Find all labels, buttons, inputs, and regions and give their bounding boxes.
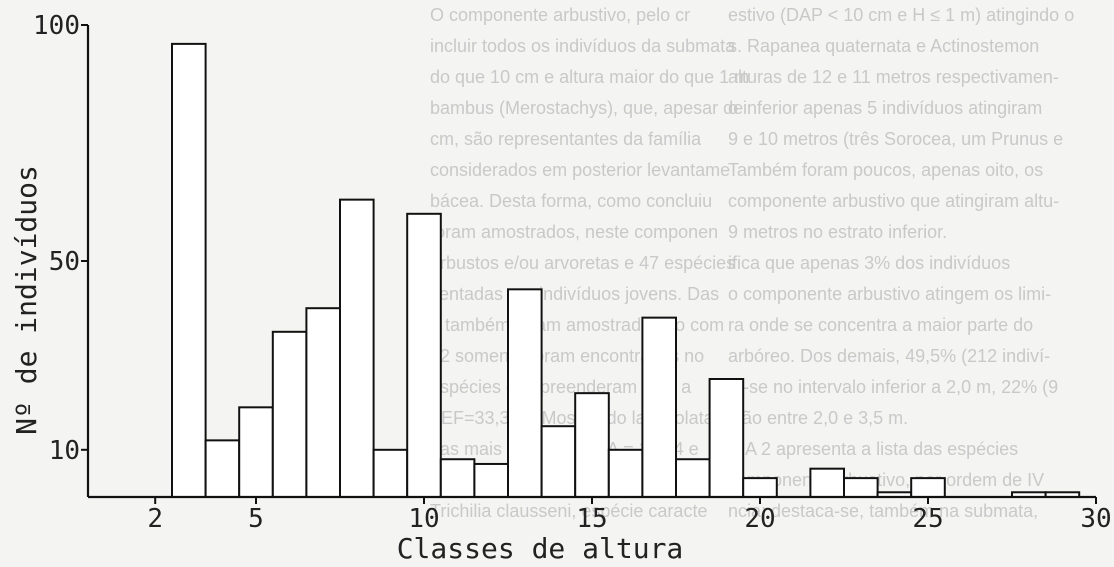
histogram-bar [742, 477, 778, 498]
bleed-line: arbóreo. Dos demais, 49,5% (212 indiví- [728, 346, 1051, 366]
x-tick-label: 15 [576, 504, 607, 534]
histogram-bar [809, 467, 846, 498]
histogram-bar [271, 330, 308, 498]
bleed-line: o componente arbustivo atingem os limi- [728, 284, 1052, 304]
bleed-line: Trichilia clausseni, espécie caracte [430, 501, 708, 521]
bleed-line: m-se no intervalo inferior a 2,0 m, 22% … [728, 377, 1059, 397]
histogram-bar [171, 42, 207, 498]
bleed-line: 9 metros no estrato inferior. [728, 222, 948, 242]
bleed-line: ifica que apenas 3% dos indivíduos [728, 253, 1011, 273]
y-tick-label: 100 [33, 11, 80, 41]
histogram-bar [641, 316, 678, 499]
bleed-line: alturas de 12 e 11 metros respectivamen- [728, 67, 1059, 87]
x-axis-label: Classes de altura [397, 532, 684, 565]
histogram-bar [372, 448, 409, 498]
bleed-line: considerados em posterior levantame [430, 160, 731, 180]
bleed-column-right: estivo (DAP < 10 cm e H ≤ 1 m) atingindo… [728, 0, 1074, 527]
x-tick-label: 5 [248, 504, 264, 534]
bleed-line: bambus (Merostachys), que, apesar de [430, 98, 744, 118]
histogram-bar [540, 425, 577, 499]
bleed-line: O componente arbustivo, pelo cr [430, 5, 691, 25]
histogram-bar [406, 212, 442, 499]
bleed-line: o inferior apenas 5 indivíduos atingiram [728, 98, 1043, 118]
histogram-bar [339, 198, 375, 498]
x-tick-label: 25 [912, 504, 943, 534]
bleed-line: 9 e 10 metros (três Sorocea, um Prunus e [728, 129, 1064, 149]
x-tick-label: 30 [1080, 504, 1111, 534]
bleed-line: arbustos e/ou arvoretas e 47 espécies [430, 253, 736, 273]
y-tick-label: 50 [49, 247, 80, 277]
x-tick-label: 10 [408, 504, 439, 534]
histogram-bar [238, 406, 274, 499]
bleed-line: estivo (DAP < 10 cm e H ≤ 1 m) atingindo… [728, 5, 1075, 25]
bleed-line: ra onde se concentra a maior parte do [728, 315, 1034, 335]
bleed-line: componente arbustivo que atingiram altu- [728, 191, 1060, 211]
bleed-line: s. Rapanea quaternata e Actinostemon [728, 36, 1040, 56]
histogram-bar [910, 477, 946, 498]
histogram-bar [675, 458, 711, 498]
x-tick-label: 20 [744, 504, 775, 534]
bars-layer [171, 42, 1081, 499]
bleed-line: cm, são representantes da família [430, 129, 702, 149]
bleed-line: do que 10 cm e altura maior do que 1 m [430, 67, 750, 87]
x-tick-label: 2 [147, 504, 163, 534]
histogram-bar [204, 439, 241, 498]
y-tick-label: 10 [49, 436, 80, 466]
histogram-bar [473, 462, 509, 498]
bleed-line: ncia: destaca-se, também na submata, [728, 501, 1039, 521]
bleed-line: bácea. Desta forma, como concluiu [430, 191, 713, 211]
histogram-bar [439, 458, 476, 498]
histogram-bar [305, 307, 341, 499]
y-axis-label: Nº de indivíduos [10, 165, 43, 435]
histogram-bar [607, 448, 644, 498]
histogram-bar [507, 288, 543, 498]
bleed-line: incluir todos os indivíduos da submata [430, 36, 736, 56]
histogram-bar [843, 477, 879, 498]
histogram-bar [708, 378, 745, 498]
bleed-line: Também foram poucos, apenas oito, os [728, 160, 1044, 180]
histogram-bar [574, 392, 610, 498]
